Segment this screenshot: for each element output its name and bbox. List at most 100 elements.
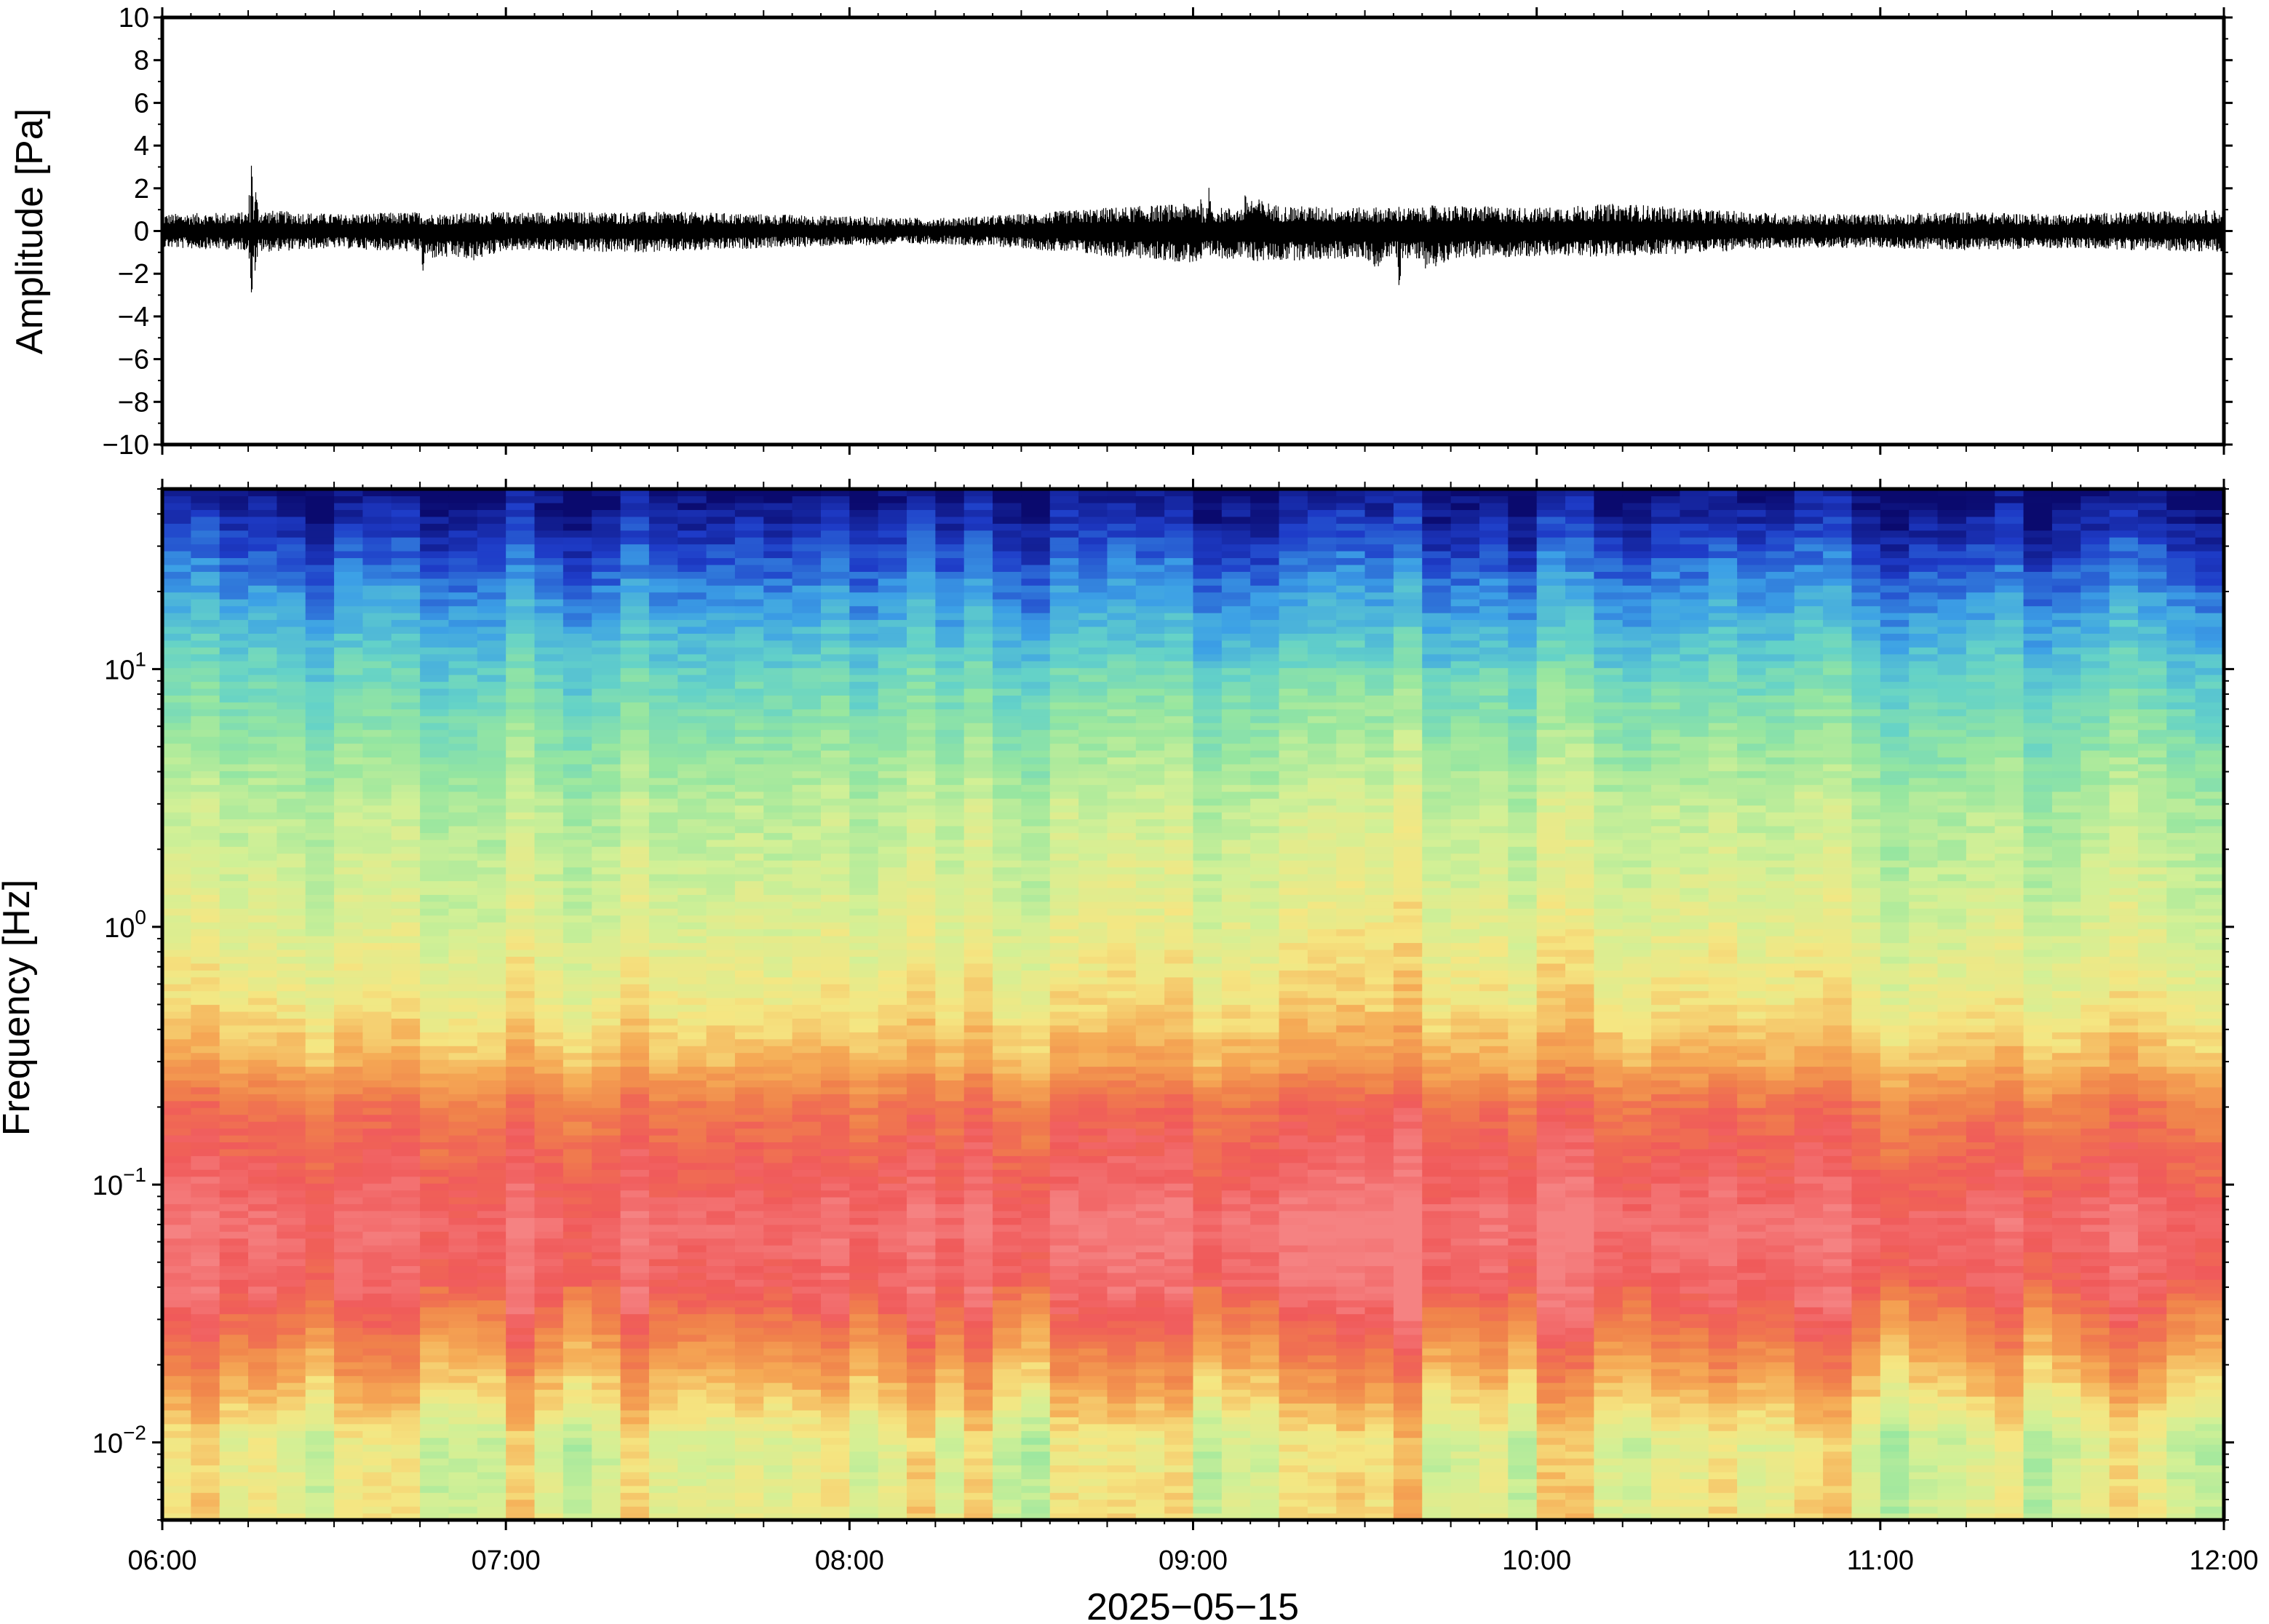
spectrogram-cell xyxy=(878,1265,907,1273)
spectrogram-cell xyxy=(506,585,536,593)
spectrogram-cell xyxy=(1021,723,1051,731)
spectrogram-cell xyxy=(878,551,907,559)
spectrogram-cell xyxy=(849,709,879,717)
spectrogram-cell xyxy=(506,1492,536,1500)
spectrogram-cell xyxy=(935,1417,965,1425)
spectrogram-cell xyxy=(391,990,421,998)
spectrogram-cell xyxy=(191,1072,220,1081)
spectrogram-cell xyxy=(1049,1011,1079,1019)
spectrogram-cell xyxy=(219,936,249,944)
spectrogram-cell xyxy=(162,1423,191,1431)
spectrogram-cell xyxy=(620,936,650,944)
spectrogram-cell xyxy=(592,1321,621,1329)
spectrogram-cell xyxy=(248,887,277,895)
spectrogram-cell xyxy=(734,1286,764,1294)
spectrogram-cell xyxy=(219,1334,249,1342)
spectrogram-cell xyxy=(305,811,335,820)
spectrogram-cell xyxy=(677,729,707,737)
spectrogram-cell xyxy=(763,1114,793,1122)
spectrogram-cell xyxy=(534,1190,564,1198)
spectrogram-cell xyxy=(849,701,879,709)
spectrogram-cell xyxy=(1021,1321,1051,1329)
spectrogram-cell xyxy=(734,1348,764,1356)
spectrogram-cell xyxy=(963,1451,993,1459)
spectrogram-cell xyxy=(963,784,993,792)
spectrogram-cell xyxy=(907,1210,936,1218)
spectrogram-cell xyxy=(878,1403,907,1411)
spectrogram-cell xyxy=(1021,1224,1051,1232)
spectrogram-cell xyxy=(907,715,936,723)
spectrogram-cell xyxy=(907,557,936,565)
spectrogram-cell xyxy=(334,1417,364,1425)
spectrogram-cell xyxy=(191,1203,220,1211)
spectrogram-cell xyxy=(849,990,879,998)
spectrogram-cell xyxy=(305,832,335,840)
spectrogram-cell xyxy=(563,1238,592,1246)
spectrogram-cell xyxy=(277,825,306,833)
spectrogram-cell xyxy=(706,709,736,717)
spectrogram-cell xyxy=(534,1094,564,1102)
spectrogram-cell xyxy=(391,674,421,682)
spectrogram-cell xyxy=(162,970,191,978)
spectrogram-cell xyxy=(277,908,306,916)
spectrogram-cell xyxy=(963,585,993,593)
spectrogram-cell xyxy=(248,681,277,689)
spectrogram-cell xyxy=(878,749,907,758)
spectrogram-cell xyxy=(907,509,936,517)
spectrogram-cell xyxy=(305,819,335,827)
spectrogram-cell xyxy=(277,1114,306,1122)
spectrogram-cell xyxy=(648,1066,678,1074)
spectrogram-cell xyxy=(420,1059,450,1067)
spectrogram-cell xyxy=(1021,963,1051,971)
spectrogram-cell xyxy=(506,1046,536,1054)
spectrogram-cell xyxy=(706,1224,736,1232)
spectrogram-cell xyxy=(648,1142,678,1150)
spectrogram-cell xyxy=(334,1066,364,1074)
spectrogram-cell xyxy=(592,915,621,923)
spectrogram-cell xyxy=(477,970,506,978)
spectrogram-cell xyxy=(448,1245,478,1253)
spectrogram-cell xyxy=(734,757,764,765)
spectrogram-cell xyxy=(420,777,450,785)
spectrogram-cell xyxy=(277,1183,306,1191)
spectrogram-cell xyxy=(391,661,421,669)
spectrogram-cell xyxy=(191,1409,220,1417)
spectrogram-cell xyxy=(878,1059,907,1067)
spectrogram-cell xyxy=(362,1321,392,1329)
spectrogram-cell xyxy=(792,791,822,799)
spectrogram-cell xyxy=(219,963,249,971)
spectrogram-cell xyxy=(963,853,993,861)
spectrogram-cell xyxy=(1021,1011,1051,1019)
spectrogram-cell xyxy=(935,1004,965,1012)
spectrogram-cell xyxy=(162,1224,191,1232)
spectrogram-cell xyxy=(592,1286,621,1294)
spectrogram-cell xyxy=(620,777,650,785)
spectrogram-cell xyxy=(506,1190,536,1198)
spectrogram-cell xyxy=(534,599,564,607)
spectrogram-cell xyxy=(334,976,364,984)
spectrogram-cell xyxy=(734,784,764,792)
spectrogram-cell xyxy=(620,715,650,723)
spectrogram-cell xyxy=(592,509,621,517)
spectrogram-cell xyxy=(677,1046,707,1054)
spectrogram-cell xyxy=(907,1307,936,1315)
spectrogram-cell xyxy=(277,1348,306,1356)
spectrogram-cell xyxy=(1049,626,1079,634)
spectrogram-cell xyxy=(506,1018,536,1026)
spectrogram-cell xyxy=(792,1389,822,1397)
spectrogram-cell xyxy=(420,901,450,909)
spectrogram-cell xyxy=(677,495,707,503)
spectrogram-cell xyxy=(648,1094,678,1102)
spectrogram-cell xyxy=(219,1272,249,1280)
spectrogram-cell xyxy=(362,1128,392,1136)
spectrogram-cell xyxy=(534,1313,564,1321)
spectrogram-cell xyxy=(334,557,364,565)
spectrogram-cell xyxy=(448,915,478,923)
spectrogram-cell xyxy=(734,942,764,950)
spectrogram-cell xyxy=(219,1183,249,1191)
spectrogram-cell xyxy=(277,557,306,565)
spectrogram-cell xyxy=(620,1341,650,1349)
spectrogram-cell xyxy=(849,1348,879,1356)
spectrogram-cell xyxy=(706,619,736,627)
spectrogram-cell xyxy=(792,1396,822,1404)
